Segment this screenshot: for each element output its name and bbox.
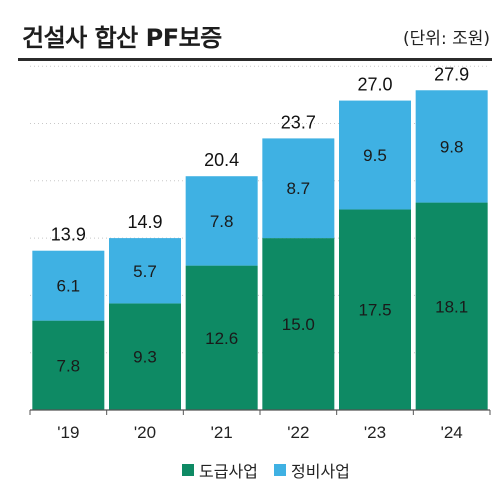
bar-value-label: 5.7 (133, 262, 157, 281)
bar-segment-series1 (109, 303, 181, 410)
bar-value-label: 9.8 (440, 137, 464, 156)
chart-header: 건설사 합산 PF보증 (단위: 조원) (0, 0, 500, 61)
bar-total-label: 20.4 (204, 150, 239, 170)
bar-value-label: 6.1 (57, 277, 81, 296)
bar-segment-series2 (262, 138, 335, 239)
x-tick-label: '21 (211, 423, 233, 442)
x-tick-label: '24 (441, 423, 463, 442)
bar-value-label: 15.0 (282, 315, 315, 334)
bar-total-label: 27.0 (357, 75, 392, 95)
bar-total-label: 14.9 (127, 212, 162, 232)
bar-total-label: 13.9 (51, 225, 86, 245)
chart-title: 건설사 합산 PF보증 (22, 24, 222, 52)
bar-segment-series2 (415, 90, 488, 203)
legend-swatch-series2 (274, 464, 286, 476)
bar-segment-series2 (32, 250, 105, 321)
x-tick-label: '23 (364, 423, 386, 442)
bar-value-label: 7.8 (210, 212, 234, 231)
bar-segment-series2 (109, 238, 181, 304)
legend-item-series2: 정비사업 (274, 458, 350, 482)
bar-segment-series1 (185, 265, 258, 410)
bar-value-label: 7.8 (57, 356, 81, 375)
bar-value-label: 18.1 (435, 297, 468, 316)
bar-segment-series1 (415, 202, 488, 410)
legend-item-series1: 도급사업 (182, 458, 258, 482)
bar-value-label: 17.5 (358, 301, 391, 320)
x-tick-label: '19 (57, 423, 79, 442)
x-tick-label: '22 (287, 423, 309, 442)
bar-segment-series1 (339, 209, 411, 410)
bar-total-label: 23.7 (281, 112, 316, 132)
legend-swatch-series1 (182, 464, 194, 476)
bar-value-label: 9.3 (133, 348, 157, 367)
bar-value-label: 8.7 (287, 179, 311, 198)
header-divider (18, 58, 492, 61)
bar-value-label: 9.5 (363, 146, 387, 165)
bar-value-label: 12.6 (205, 329, 238, 348)
bar-segment-series1 (262, 238, 335, 410)
legend-label-series2: 정비사업 (291, 462, 350, 481)
stacked-bar-chart: 7.8 6.1 13.9 '19 9.3 5.7 14.9 '20 12.6 7.8 20.4 '21… (29, 64, 491, 442)
legend-label-series1: 도급사업 (199, 462, 258, 481)
bar-segment-series1 (32, 320, 105, 410)
bar-segment-series2 (339, 100, 411, 210)
bar-total-label: 27.9 (434, 64, 469, 84)
bar-segment-series2 (185, 176, 258, 266)
legend: 도급사업 정비사업 (0, 458, 500, 482)
unit-label: (단위: 조원) (403, 29, 490, 49)
x-tick-label: '20 (134, 423, 156, 442)
